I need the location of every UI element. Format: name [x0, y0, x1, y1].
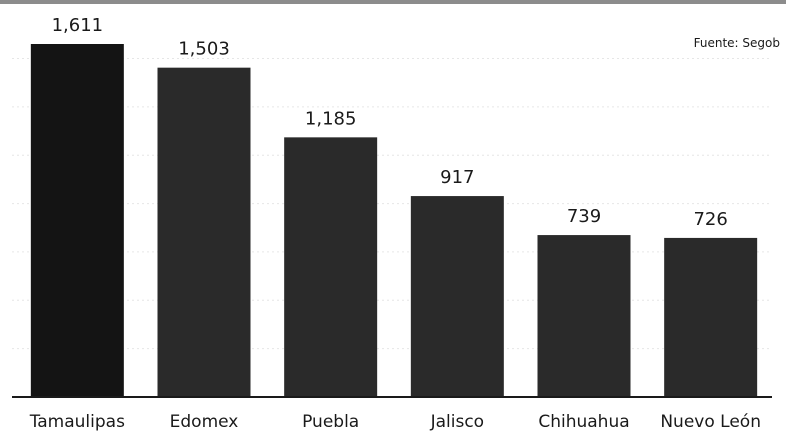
category-label: Chihuahua: [538, 412, 629, 432]
category-label: Jalisco: [430, 412, 484, 432]
category-label: Edomex: [170, 412, 239, 432]
bar-jalisco: [410, 196, 504, 397]
value-labels-group: 1,611 1,503 1,185 917 739 726: [52, 15, 728, 230]
category-label: Puebla: [302, 412, 359, 432]
category-label: Nuevo León: [660, 412, 761, 432]
gridlines: [12, 58, 772, 350]
top-strip: [0, 0, 786, 4]
bar-nuevo-león: [664, 237, 758, 397]
bar-value-label: 739: [567, 206, 601, 227]
bar-value-label: 1,503: [178, 39, 230, 60]
source-label: Fuente: Segob: [694, 36, 780, 50]
bars-group: [30, 44, 758, 398]
bar-puebla: [284, 137, 378, 397]
bar-value-label: 1,611: [52, 15, 104, 36]
category-labels-group: Tamaulipas Edomex Puebla Jalisco Chihuahua Nu…: [29, 412, 761, 432]
bar-edomex: [157, 67, 251, 398]
bar-tamaulipas: [30, 44, 124, 397]
bar-value-label: 726: [693, 209, 727, 230]
bar-value-label: 1,185: [305, 108, 357, 129]
bar-chihuahua: [537, 235, 631, 397]
bar-value-label: 917: [440, 167, 474, 188]
category-label: Tamaulipas: [29, 412, 125, 432]
